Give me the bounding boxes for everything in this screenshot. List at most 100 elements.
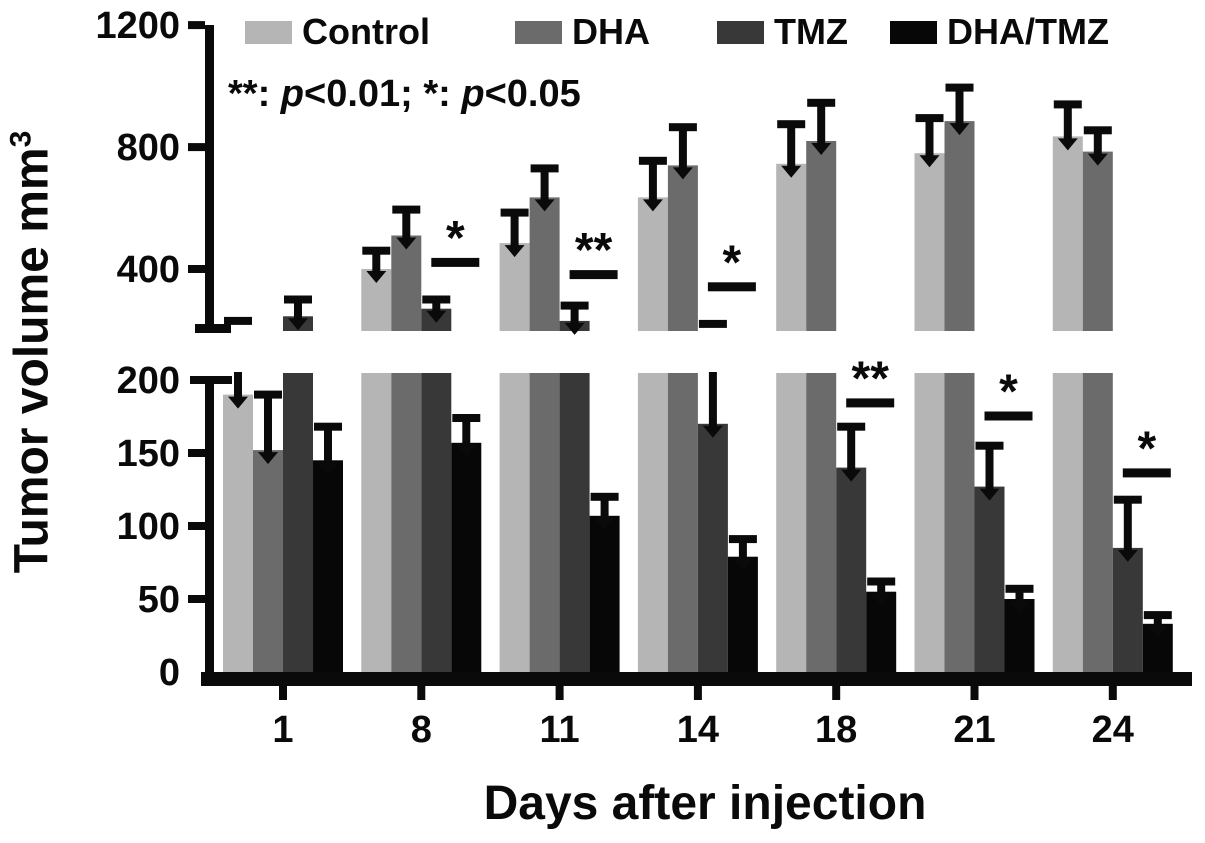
errbar-dha-day24-arrow	[1087, 153, 1108, 166]
errbar-tmz-day14-stem	[708, 372, 717, 428]
y-axis-upper-line	[205, 25, 214, 333]
errbar-dha-tmz-day18-arrow	[871, 593, 892, 606]
bar-tmz-day18	[836, 467, 867, 674]
x-axis-tick-1	[279, 686, 287, 700]
bar-control-day14-upper	[637, 197, 668, 331]
y-axis-lower-tick-100	[188, 522, 205, 530]
bar-control-day14-lower	[637, 373, 668, 674]
significance-key-segment: p	[280, 73, 305, 115]
bar-dha-day14-upper	[667, 165, 698, 331]
errbar-dha-tmz-day14-arrow	[732, 558, 753, 571]
errbar-control-day8-stem	[372, 250, 381, 273]
errbar-tmz-day24-arrow	[1117, 549, 1138, 562]
errbar-dha-day11-arrow	[534, 199, 555, 212]
errbar-control-day11-arrow	[504, 245, 525, 258]
significance-stars-day24: *	[1137, 422, 1156, 475]
y-tick-label-200: 200	[117, 360, 180, 402]
errbar-dha-day21-arrow	[949, 123, 970, 136]
errbar-dha-day8-arrow	[396, 237, 417, 250]
significance-key-segment: <0.05	[484, 73, 581, 115]
bar-dha-day8-lower	[391, 373, 422, 674]
significance-key-segment: <0.01; *:	[304, 73, 462, 115]
errbar-tmz-day1-arrow	[288, 318, 308, 331]
y-axis-lower-break-cap	[190, 376, 232, 384]
bar-dha-day24-upper	[1082, 151, 1113, 331]
x-axis-baseline	[201, 672, 1192, 686]
y-axis-title: Tumor volume mm3	[5, 131, 60, 574]
legend-swatch-dha	[515, 20, 562, 44]
errbar-tmz-day8-stem	[432, 299, 441, 313]
bar-dha-tmz-day11	[589, 515, 620, 674]
errbar-tmz-day24-stem	[1123, 499, 1132, 552]
bar-tmz-day1-lower	[283, 373, 313, 674]
bar-control-day1	[223, 394, 253, 674]
bar-dha-day21-upper	[944, 121, 975, 331]
significance-stars-day21: *	[999, 366, 1018, 419]
x-tick-label-8: 8	[411, 709, 432, 751]
y-axis-upper-tick-400	[188, 265, 205, 273]
errbar-dha-day24-stem	[1093, 130, 1102, 156]
x-axis-tick-11	[555, 686, 564, 700]
bar-dha-tmz-day1	[313, 460, 343, 674]
legend-item-dha: DHA	[515, 14, 650, 50]
x-axis-title: Days after injection	[483, 777, 927, 830]
bar-control-day21-lower	[914, 373, 945, 674]
x-axis-tick-24	[1108, 686, 1117, 700]
errbar-dha-tmz-day24-arrow	[1147, 625, 1168, 638]
y-tick-label-800: 800	[117, 127, 180, 169]
errbar-dha-tmz-day18-stem	[877, 581, 886, 596]
errbar-control-day1-stem	[234, 372, 242, 399]
significance-stars-day14: *	[723, 236, 742, 289]
errbar-dha-day14-arrow	[672, 167, 693, 180]
significance-stars-day8: *	[446, 212, 465, 265]
bar-control-day18-upper	[776, 163, 807, 331]
bar-dha-day1	[253, 450, 283, 674]
errbar-tmz-day14-arrow	[702, 425, 723, 438]
legend-item-tmz: TMZ	[717, 14, 848, 50]
significance-bar-day21	[984, 411, 1033, 421]
errbar-dha-tmz-day8-stem	[462, 418, 471, 447]
bar-dha-day11-upper	[529, 197, 560, 331]
bar-dha-day18-lower	[806, 373, 837, 674]
bar-dha-tmz-day8	[451, 442, 482, 674]
errbar-control-day18-arrow	[781, 165, 802, 178]
errbar-dha-day11-stem	[540, 168, 549, 202]
x-tick-label-14: 14	[677, 709, 719, 751]
bar-tmz-day24	[1112, 547, 1143, 674]
errbar-tmz-day14-cap	[698, 319, 727, 328]
bar-control-day21-upper	[914, 153, 945, 331]
bar-control-day18-lower	[776, 373, 807, 674]
y-tick-label-50: 50	[138, 579, 180, 621]
y-tick-label-400: 400	[117, 249, 180, 291]
errbar-control-day24-arrow	[1057, 138, 1078, 151]
errbar-tmz-day18-arrow	[841, 469, 862, 482]
significance-bar-day24	[1122, 468, 1171, 478]
errbar-dha-day21-stem	[955, 87, 964, 126]
errbar-tmz-day11-stem	[570, 305, 579, 325]
errbar-control-day8-arrow	[366, 271, 387, 283]
bar-control-day24-upper	[1052, 136, 1083, 331]
legend-label-dha-tmz: DHA/TMZ	[947, 11, 1109, 52]
x-axis-tick-8	[417, 686, 426, 700]
bar-tmz-day11-lower	[559, 373, 590, 674]
x-tick-label-21: 21	[953, 709, 995, 751]
significance-key-segment: **:	[228, 73, 281, 115]
y-axis-lower-tick-150	[188, 449, 205, 457]
y-tick-label-1200: 1200	[95, 5, 180, 47]
bar-dha-day21-lower	[944, 373, 975, 674]
bar-tmz-day8-lower	[421, 373, 452, 674]
errbar-dha-tmz-day8-arrow	[456, 444, 477, 457]
x-tick-label-24: 24	[1092, 709, 1134, 751]
errbar-dha-tmz-day11-arrow	[594, 517, 615, 530]
x-axis-tick-21	[970, 686, 979, 700]
errbar-control-day1-cap	[224, 316, 252, 325]
errbar-tmz-day8-arrow	[426, 310, 447, 323]
errbar-tmz-day1-stem	[294, 299, 302, 321]
bar-dha-day24-lower	[1082, 373, 1113, 674]
y-tick-label-0: 0	[159, 652, 180, 694]
y-tick-label-100: 100	[117, 506, 180, 548]
bar-dha-day18-upper	[806, 141, 837, 331]
errbar-control-day14-arrow	[642, 199, 663, 212]
errbar-dha-tmz-day11-stem	[600, 496, 609, 520]
